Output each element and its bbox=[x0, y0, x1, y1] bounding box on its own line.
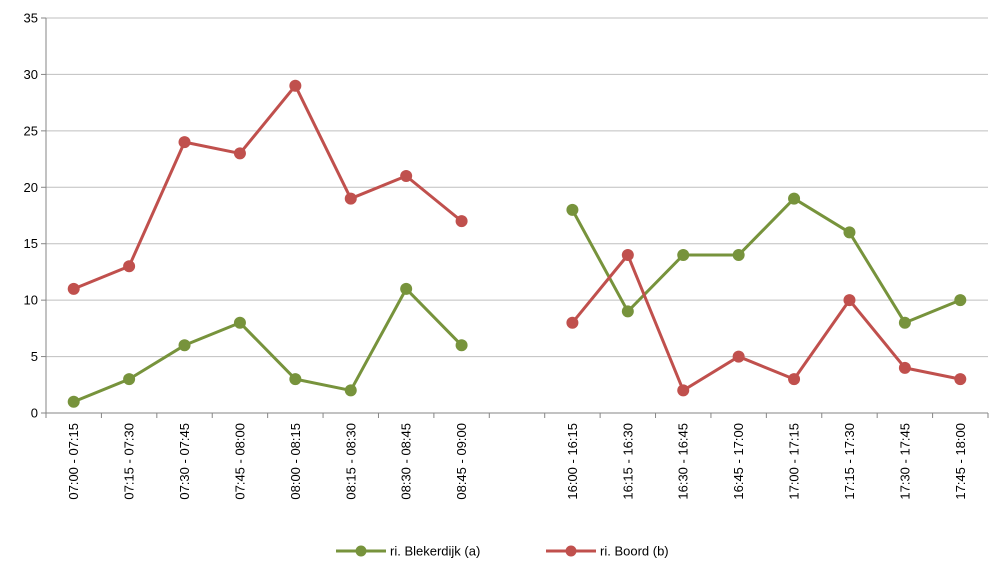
data-point bbox=[621, 305, 634, 318]
data-point bbox=[400, 170, 413, 182]
y-tick-label: 35 bbox=[24, 11, 38, 26]
legend-item: ri. Blekerdijk (a) bbox=[336, 544, 480, 559]
x-tick-label: 17:15 - 17:30 bbox=[842, 423, 857, 500]
legend-label: ri. Blekerdijk (a) bbox=[390, 544, 480, 559]
x-tick-label: 08:00 - 08:15 bbox=[288, 423, 303, 500]
x-tick-label: 16:00 - 16:15 bbox=[565, 423, 580, 500]
x-tick-label: 17:30 - 17:45 bbox=[897, 423, 912, 500]
legend: ri. Blekerdijk (a) ri. Boord (b) bbox=[336, 544, 669, 559]
data-point bbox=[178, 136, 191, 149]
data-point bbox=[566, 203, 579, 216]
data-point bbox=[621, 249, 634, 261]
data-point bbox=[677, 249, 690, 261]
x-tick-label: 07:00 - 07:15 bbox=[66, 423, 81, 500]
data-point bbox=[677, 384, 690, 397]
y-tick-label: 15 bbox=[24, 236, 38, 251]
data-point bbox=[123, 373, 136, 386]
data-point bbox=[898, 316, 911, 329]
x-tick-label: 08:30 - 08:45 bbox=[399, 423, 414, 500]
x-axis-ticks: 07:00 - 07:15 07:15 - 07:30 07:30 - 07:45 0… bbox=[66, 423, 968, 500]
series-line bbox=[570, 253, 962, 392]
x-tick-label: 08:15 - 08:30 bbox=[343, 423, 358, 500]
grid-lines bbox=[46, 17, 988, 358]
series-line bbox=[570, 197, 962, 325]
x-tick-label: 16:30 - 16:45 bbox=[676, 423, 691, 500]
data-point bbox=[843, 226, 856, 239]
x-tick-label: 16:45 - 17:00 bbox=[731, 423, 746, 500]
data-point bbox=[843, 294, 856, 307]
y-tick-label: 30 bbox=[24, 67, 38, 82]
data-point bbox=[67, 282, 80, 295]
data-point bbox=[732, 249, 745, 261]
data-point bbox=[123, 260, 136, 273]
x-tick-label: 08:45 - 09:00 bbox=[454, 423, 469, 500]
series-2 bbox=[67, 79, 967, 397]
data-point bbox=[289, 79, 302, 92]
legend-label: ri. Boord (b) bbox=[600, 544, 669, 559]
data-point bbox=[788, 192, 801, 205]
data-point bbox=[455, 215, 468, 228]
y-axis-ticks: 0 5 10 15 20 25 30 35 bbox=[24, 11, 38, 421]
data-point bbox=[233, 147, 246, 160]
x-tick-label: 07:30 - 07:45 bbox=[177, 423, 192, 500]
axes bbox=[41, 17, 989, 418]
data-point bbox=[566, 316, 579, 329]
data-point bbox=[898, 361, 911, 374]
y-tick-label: 25 bbox=[24, 123, 38, 138]
x-tick-label: 07:45 - 08:00 bbox=[232, 423, 247, 500]
legend-marker bbox=[355, 545, 367, 557]
legend-marker bbox=[565, 545, 577, 557]
y-tick-label: 5 bbox=[31, 349, 38, 364]
y-tick-label: 0 bbox=[31, 406, 38, 421]
data-point bbox=[732, 350, 745, 363]
x-tick-label: 17:00 - 17:15 bbox=[787, 423, 802, 500]
data-point bbox=[788, 373, 801, 386]
x-tick-label: 16:15 - 16:30 bbox=[620, 423, 635, 500]
series-line bbox=[72, 84, 464, 291]
data-point bbox=[289, 373, 302, 386]
x-tick-label: 07:15 - 07:30 bbox=[122, 423, 137, 500]
data-point bbox=[178, 339, 191, 352]
y-tick-label: 10 bbox=[24, 293, 38, 308]
data-point bbox=[954, 373, 967, 386]
legend-item: ri. Boord (b) bbox=[546, 544, 669, 559]
data-point bbox=[400, 282, 413, 295]
series-line bbox=[72, 287, 464, 404]
data-point bbox=[954, 294, 967, 307]
series-layer bbox=[67, 79, 967, 408]
data-point bbox=[67, 395, 80, 408]
data-point bbox=[344, 192, 357, 205]
x-tick-label: 17:45 - 18:00 bbox=[953, 423, 968, 500]
data-point bbox=[233, 316, 246, 329]
data-point bbox=[344, 384, 357, 397]
series-1 bbox=[67, 192, 967, 408]
y-tick-label: 20 bbox=[24, 180, 38, 195]
data-point bbox=[455, 339, 468, 352]
